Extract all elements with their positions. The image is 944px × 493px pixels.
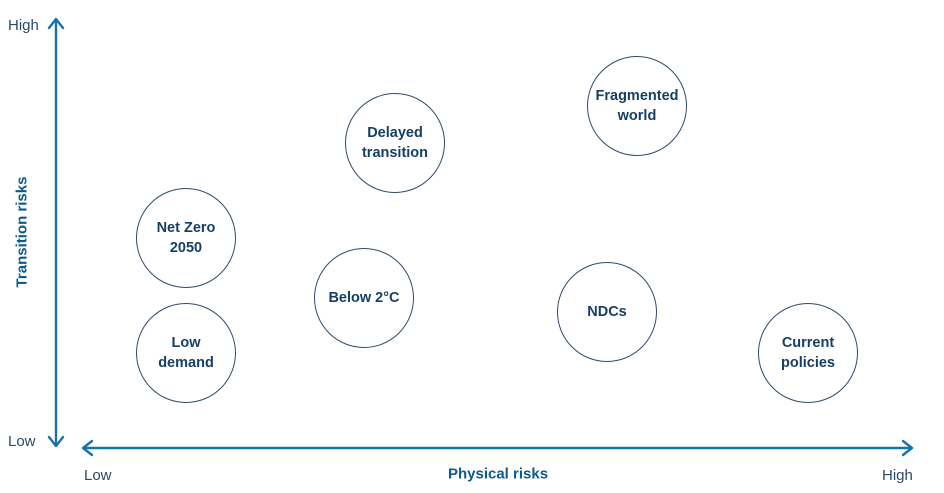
scenario-net-zero-2050: Net Zero 2050: [136, 188, 236, 288]
x-axis-high-label: High: [882, 467, 913, 484]
x-axis-low-label: Low: [84, 467, 112, 484]
y-axis-arrow-up-icon: [47, 17, 65, 30]
scenario-current-policies: Current policies: [758, 303, 858, 403]
y-axis-arrow-down-icon: [47, 435, 65, 448]
y-axis-high-label: High: [8, 17, 39, 34]
scenario-below-2c: Below 2°C: [314, 248, 414, 348]
y-axis-low-label: Low: [8, 433, 36, 450]
x-axis-title: Physical risks: [447, 465, 549, 483]
x-axis-arrow-left-icon: [81, 439, 94, 457]
scenario-low-demand: Low demand: [136, 303, 236, 403]
x-axis-arrow-right-icon: [901, 439, 914, 457]
y-axis-title: Transition risks: [13, 176, 31, 288]
scenario-ndcs: NDCs: [557, 262, 657, 362]
scenario-delayed-transition: Delayed transition: [345, 93, 445, 193]
scenario-fragmented-world: Fragmented world: [587, 56, 687, 156]
